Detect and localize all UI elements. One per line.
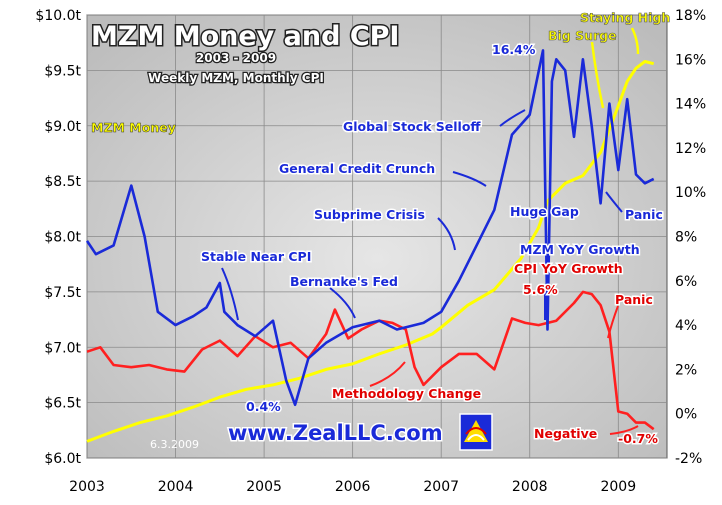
left-tick-label: $9.5t xyxy=(44,63,81,79)
watermark-url: www.ZealLLC.com xyxy=(228,421,443,445)
right-tick-label: 14% xyxy=(675,97,706,113)
arrow-subprime xyxy=(437,217,456,251)
label-huge-gap: Huge Gap xyxy=(510,204,579,219)
right-tick-label: 6% xyxy=(675,274,697,290)
label-subprime-crisis: Subprime Crisis xyxy=(314,207,425,222)
label-negative: Negative xyxy=(534,426,597,441)
left-tick-label: $7.0t xyxy=(44,340,81,356)
x-tick-label: 2004 xyxy=(158,479,194,495)
left-tick-label: $8.5t xyxy=(44,174,81,190)
label-mzm-money: MZM Money xyxy=(91,120,176,135)
right-axis-ticks: -2% 0% 2% 4% 6% 8% 10% 12% 14% 16% 18% xyxy=(675,8,706,467)
x-tick-label: 2009 xyxy=(600,479,636,495)
right-tick-label: 16% xyxy=(675,52,706,68)
series-line-mzm-money xyxy=(86,60,655,443)
left-tick-label: $9.0t xyxy=(44,119,81,135)
arrow-stable-near-cpi xyxy=(221,267,239,321)
label-end-minus-0-7: -0.7% xyxy=(618,431,658,446)
label-peak-16-4: 16.4% xyxy=(492,42,536,57)
arrow-big-surge xyxy=(590,41,605,109)
label-bernankes-fed: Bernanke's Fed xyxy=(290,274,398,289)
x-tick-label: 2005 xyxy=(246,479,282,495)
x-axis-ticks: 2003 2004 2005 2006 2007 2008 2009 xyxy=(69,479,636,495)
label-methodology-change: Methodology Change xyxy=(332,386,481,401)
arrow-global-selloff xyxy=(499,109,526,127)
left-tick-label: $6.0t xyxy=(44,451,81,467)
left-tick-label: $7.5t xyxy=(44,285,81,301)
right-tick-label: 4% xyxy=(675,318,697,334)
label-peak-5-6: 5.6% xyxy=(523,282,558,297)
series-line-mzm-yoy-growth xyxy=(85,49,655,407)
arrow-credit-crunch xyxy=(452,171,487,187)
label-panic-blue: Panic xyxy=(625,207,663,222)
chart-subtitle-frequency: Weekly MZM, Monthly CPI xyxy=(148,71,324,85)
x-tick-label: 2008 xyxy=(512,479,548,495)
x-tick-label: 2006 xyxy=(335,479,371,495)
label-staying-high: Staying High xyxy=(580,10,670,25)
right-tick-label: 10% xyxy=(675,185,706,201)
annotation-arrows-yellow xyxy=(590,27,640,109)
arrow-bernankes-fed xyxy=(329,287,356,319)
arrow-panic-blue xyxy=(605,191,623,213)
left-tick-label: $6.5t xyxy=(44,396,81,412)
arrow-methodology xyxy=(369,361,406,387)
x-tick-label: 2007 xyxy=(423,479,459,495)
right-tick-label: 18% xyxy=(675,8,706,24)
label-general-credit-crunch: General Credit Crunch xyxy=(279,161,435,176)
right-tick-label: 2% xyxy=(675,362,697,378)
left-axis-ticks: $6.0t $6.5t $7.0t $7.5t $8.0t $8.5t $9.0t $9.5t… xyxy=(35,8,81,467)
label-mzm-yoy-growth: MZM YoY Growth xyxy=(520,242,640,257)
label-global-stock-selloff: Global Stock Selloff xyxy=(343,119,481,134)
chart-title: MZM Money and CPI xyxy=(91,21,399,52)
x-tick-label: 2003 xyxy=(69,479,105,495)
zeal-logo xyxy=(459,413,493,451)
date-stamp: 6.3.2009 xyxy=(150,438,199,451)
left-tick-label: $10.0t xyxy=(35,8,81,24)
right-tick-label: 0% xyxy=(675,407,697,423)
arrow-panic-red xyxy=(607,305,619,339)
label-stable-near-cpi: Stable Near CPI xyxy=(201,249,311,264)
annotation-arrows xyxy=(221,109,623,321)
chart-subtitle-years: 2003 - 2009 xyxy=(196,51,276,65)
arrow-staying-high xyxy=(630,27,640,55)
annotation-arrows-red xyxy=(369,305,639,435)
right-tick-label: 12% xyxy=(675,141,706,157)
right-tick-label: 8% xyxy=(675,230,697,246)
label-cpi-yoy-growth: CPI YoY Growth xyxy=(514,261,623,276)
right-tick-label: -2% xyxy=(675,451,702,467)
left-tick-label: $8.0t xyxy=(44,230,81,246)
label-panic-red: Panic xyxy=(615,292,653,307)
label-big-surge: Big Surge xyxy=(548,28,617,43)
arrow-negative xyxy=(609,425,639,435)
label-low-0-4: 0.4% xyxy=(246,399,281,414)
series-line-cpi-yoy-growth xyxy=(86,290,655,431)
series-layer xyxy=(85,49,655,443)
